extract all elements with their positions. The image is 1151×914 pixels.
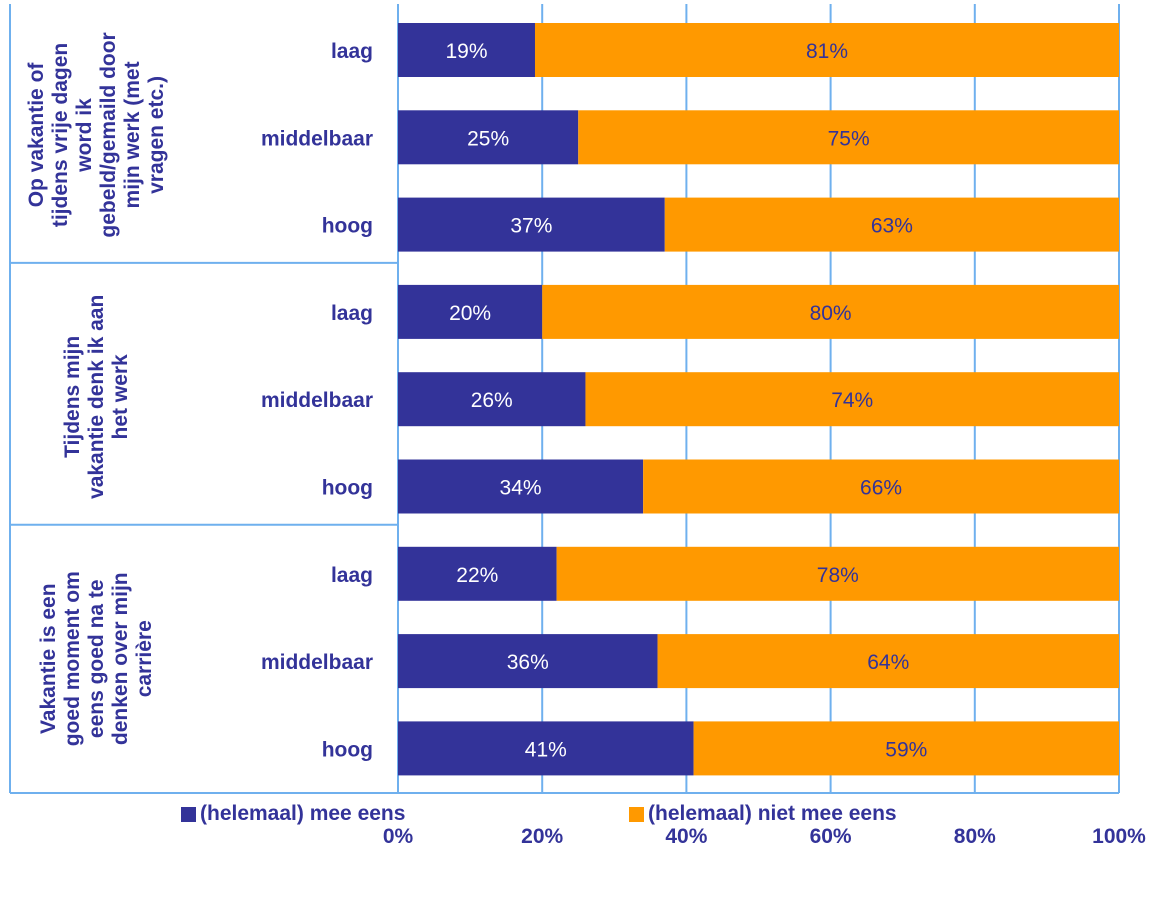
data-label-agree: 34%: [500, 477, 542, 500]
category-label: middelbaar: [261, 127, 373, 150]
bar-segment-agree: [398, 197, 665, 252]
bar-segment-disagree: [693, 721, 1119, 776]
data-label-disagree: 80%: [810, 302, 852, 325]
bar-segment-agree: [398, 546, 557, 601]
legend-label-disagree: (helemaal) niet mee eens: [648, 802, 897, 825]
x-tick-label: 80%: [954, 825, 996, 848]
bar-segment-disagree: [534, 23, 1119, 77]
category-label: middelbaar: [261, 389, 373, 412]
group-label-line: gebeld/gemaild door: [97, 32, 120, 237]
group-label-line: tijdens vrije dagen: [49, 43, 72, 227]
category-label: laag: [331, 564, 373, 587]
bar-segment-agree: [398, 721, 694, 776]
group-label-line: Op vakantie of: [25, 62, 48, 208]
group-label-line: Vakantie is een: [37, 583, 60, 734]
x-tick-label: 0%: [383, 825, 414, 848]
bar-segment-disagree: [556, 546, 1119, 601]
data-label-disagree: 78%: [817, 564, 859, 587]
category-label: hoog: [322, 738, 373, 761]
bar-segment-agree: [398, 372, 586, 427]
group-label-line: vakantie denk ik aan: [85, 295, 108, 499]
data-label-disagree: 81%: [806, 40, 848, 63]
x-tick-label: 40%: [665, 825, 707, 848]
group-label-line: carrière: [133, 620, 156, 697]
group-label: Vakantie is eengoed moment omeens goed n…: [37, 571, 156, 746]
group-label: Op vakantie oftijdens vrije dagenword ik…: [25, 32, 168, 237]
bar-segment-disagree: [578, 110, 1119, 165]
legend-item-disagree: (helemaal) niet mee eens: [629, 802, 897, 826]
group-label: Tijdens mijnvakantie denk ik aanhet werk: [61, 295, 132, 499]
group-label-line: vragen etc.): [145, 76, 168, 194]
data-label-agree: 26%: [471, 389, 513, 412]
data-label-disagree: 59%: [885, 738, 927, 761]
bar-segment-disagree: [542, 284, 1119, 339]
category-label: laag: [331, 302, 373, 325]
data-label-agree: 20%: [449, 302, 491, 325]
legend-swatch-disagree: [629, 806, 644, 822]
bar-segment-disagree: [664, 197, 1119, 252]
bar-segment-disagree: [585, 372, 1119, 427]
group-label-line: denken over mijn: [109, 572, 132, 745]
data-label-disagree: 66%: [860, 477, 902, 500]
data-label-agree: 36%: [507, 651, 549, 674]
bar-segment-agree: [398, 284, 543, 339]
data-label-agree: 37%: [510, 215, 552, 238]
data-label-disagree: 75%: [828, 127, 870, 150]
bar-segment-disagree: [657, 634, 1119, 689]
data-label-agree: 19%: [445, 40, 487, 63]
data-label-disagree: 74%: [831, 389, 873, 412]
category-label: hoog: [322, 215, 373, 238]
group-label-line: word ik: [73, 98, 96, 173]
legend-swatch-agree: [181, 806, 196, 822]
category-label: middelbaar: [261, 651, 373, 674]
x-tick-label: 60%: [810, 825, 852, 848]
data-label-disagree: 63%: [871, 215, 913, 238]
bar-segment-agree: [398, 459, 644, 514]
group-label-line: mijn werk (met: [121, 61, 144, 208]
category-label: laag: [331, 40, 373, 63]
data-label-agree: 41%: [525, 738, 567, 761]
x-tick-label: 100%: [1092, 825, 1146, 848]
legend: (helemaal) mee eens (helemaal) niet mee …: [0, 802, 1151, 832]
data-label-disagree: 64%: [867, 651, 909, 674]
x-tick-label: 20%: [521, 825, 563, 848]
category-label: hoog: [322, 477, 373, 500]
bar-segment-disagree: [643, 459, 1119, 514]
group-label-line: goed moment om: [61, 571, 84, 746]
data-label-agree: 22%: [456, 564, 498, 587]
group-label-line: Tijdens mijn: [61, 336, 84, 458]
group-label-line: eens goed na te: [85, 579, 108, 738]
legend-item-agree: (helemaal) mee eens: [181, 802, 405, 826]
group-label-line: het werk: [109, 354, 132, 440]
bar-segment-agree: [398, 23, 535, 77]
bar-segment-agree: [398, 634, 658, 689]
bar-segment-agree: [398, 110, 579, 165]
legend-label-agree: (helemaal) mee eens: [200, 802, 406, 825]
data-label-agree: 25%: [467, 127, 509, 150]
